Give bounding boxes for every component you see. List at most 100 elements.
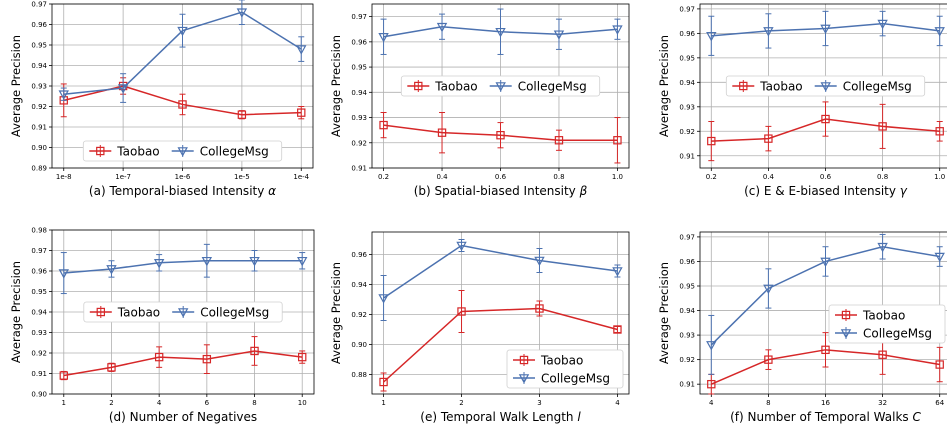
y-tick-label: 0.97 bbox=[31, 1, 47, 9]
y-tick-label: 0.95 bbox=[679, 283, 695, 291]
y-tick-label: 0.95 bbox=[31, 288, 47, 296]
legend-box bbox=[506, 349, 624, 389]
data-point bbox=[106, 265, 117, 275]
error-bar bbox=[536, 300, 543, 317]
data-point bbox=[107, 363, 116, 372]
data-point bbox=[613, 136, 622, 145]
legend-marker bbox=[739, 81, 748, 91]
data-point bbox=[820, 257, 831, 268]
data-point bbox=[554, 136, 564, 145]
y-axis-label: Average Precision bbox=[657, 35, 671, 137]
y-tick-label: 0.97 bbox=[31, 247, 47, 255]
error-bar bbox=[238, 0, 245, 25]
data-point bbox=[117, 84, 129, 94]
y-tick-label: 0.92 bbox=[679, 128, 695, 136]
legend-label: Taobao bbox=[862, 308, 905, 322]
data-point bbox=[706, 341, 717, 351]
data-point bbox=[934, 27, 945, 37]
legend-box bbox=[828, 304, 946, 344]
y-tick-label: 0.96 bbox=[31, 21, 47, 29]
data-point bbox=[296, 45, 307, 55]
legend: Taobao CollegeMsg bbox=[400, 75, 601, 97]
y-tick-label: 0.91 bbox=[31, 124, 47, 132]
taobao-line bbox=[63, 350, 303, 377]
series-taobao bbox=[707, 101, 944, 162]
legend-marker bbox=[414, 81, 423, 91]
x-tick-label: 4 bbox=[157, 399, 162, 407]
y-tick-label: 0.90 bbox=[31, 144, 47, 152]
legend: Taobao CollegeMsg bbox=[83, 301, 283, 323]
error-bar bbox=[497, 122, 504, 149]
legend-entry-collegemsg: CollegeMsg bbox=[171, 144, 269, 158]
legend-marker bbox=[840, 329, 852, 339]
y-axis-label: Average Precision bbox=[329, 262, 343, 364]
axes-frame bbox=[371, 231, 630, 395]
legend: Taobao CollegeMsg bbox=[506, 349, 624, 389]
y-axis-label: Average Precision bbox=[657, 262, 671, 364]
data-point bbox=[456, 241, 467, 252]
y-tick-label: 0.89 bbox=[31, 165, 47, 173]
data-point bbox=[612, 25, 623, 35]
data-point bbox=[613, 325, 622, 334]
error-bar bbox=[203, 344, 210, 374]
data-point bbox=[821, 114, 830, 124]
series-collegemsg bbox=[58, 243, 308, 295]
x-tick-label: 2 bbox=[459, 399, 463, 407]
data-point bbox=[535, 304, 544, 313]
x-tick-label: 4 bbox=[709, 399, 714, 407]
series-collegemsg bbox=[706, 10, 945, 56]
error-bar bbox=[708, 314, 715, 375]
legend-marker bbox=[841, 310, 851, 320]
error-bar bbox=[936, 120, 943, 142]
y-tick-label: 0.88 bbox=[351, 371, 367, 379]
x-tick-label: 0.4 bbox=[436, 173, 448, 181]
x-tick-label: 1.0 bbox=[612, 173, 623, 181]
series-collegemsg bbox=[706, 233, 945, 375]
x-tick-label: 1e-8 bbox=[56, 173, 72, 181]
y-axis-label: Average Precision bbox=[9, 35, 23, 137]
error-bar bbox=[936, 15, 943, 47]
data-point bbox=[296, 256, 308, 267]
y-tick-label: 0.97 bbox=[679, 233, 695, 241]
x-tick-label: 0.8 bbox=[553, 173, 564, 181]
caption-variable: C bbox=[912, 410, 921, 424]
x-tick-label: 0.2 bbox=[706, 173, 717, 181]
error-bar bbox=[380, 275, 387, 321]
error-bar bbox=[879, 10, 886, 37]
legend-entry-collegemsg: CollegeMsg bbox=[513, 371, 610, 385]
error-bar bbox=[822, 101, 829, 137]
x-tick-label: 1e-5 bbox=[234, 173, 250, 181]
data-point bbox=[378, 33, 389, 43]
error-bar bbox=[439, 13, 446, 40]
legend-marker bbox=[177, 147, 188, 157]
error-bar bbox=[936, 346, 943, 383]
data-point bbox=[379, 377, 388, 387]
data-point bbox=[437, 128, 447, 137]
legend-label: Taobao bbox=[540, 353, 583, 367]
panel-caption: (e) Temporal Walk Length l bbox=[420, 410, 581, 424]
y-tick-label: 0.94 bbox=[679, 307, 695, 315]
series-collegemsg bbox=[378, 8, 623, 55]
y-tick-label: 0.96 bbox=[679, 258, 695, 266]
x-tick-label: 3 bbox=[537, 399, 541, 407]
x-tick-label: 16 bbox=[821, 399, 830, 407]
y-tick-label: 0.93 bbox=[31, 83, 47, 91]
error-bar bbox=[879, 103, 886, 149]
y-tick-label: 0.90 bbox=[351, 341, 367, 349]
caption-text: (c) E & E-biased Intensity bbox=[744, 184, 900, 198]
caption-text: (e) Temporal Walk Length bbox=[420, 410, 577, 424]
error-bar bbox=[822, 332, 829, 368]
data-point bbox=[878, 122, 887, 131]
error-bar bbox=[156, 346, 163, 368]
data-point bbox=[436, 22, 448, 33]
legend-label: CollegeMsg bbox=[200, 144, 269, 158]
y-tick-label: 0.92 bbox=[351, 139, 367, 147]
legend-label: CollegeMsg bbox=[843, 79, 912, 93]
data-point bbox=[877, 19, 888, 30]
error-bar bbox=[380, 18, 387, 55]
series-taobao bbox=[379, 111, 622, 164]
data-point bbox=[763, 27, 774, 37]
x-tick-label: 2 bbox=[109, 399, 113, 407]
data-point bbox=[250, 346, 259, 356]
y-tick-label: 0.96 bbox=[31, 268, 47, 276]
